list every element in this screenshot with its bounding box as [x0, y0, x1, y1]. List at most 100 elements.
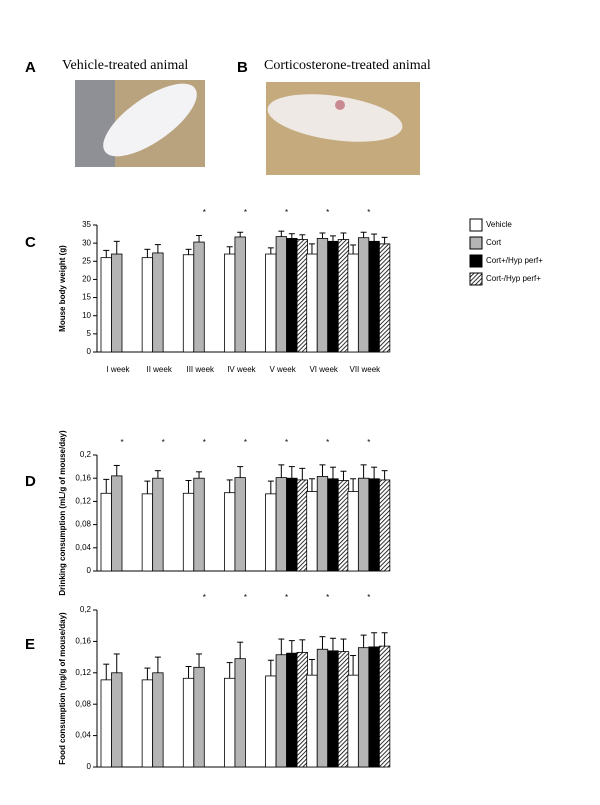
- bar: [316, 648, 329, 768]
- bar: [234, 658, 246, 768]
- significance-star: *: [244, 438, 247, 447]
- bar: [111, 253, 123, 353]
- panel-letter: B: [237, 59, 248, 76]
- bar: [306, 253, 318, 353]
- y-tick-label: 0,12: [75, 668, 91, 677]
- bar: [296, 479, 308, 572]
- legend-label: Cort: [486, 238, 502, 247]
- bar: [357, 477, 370, 572]
- significance-star: *: [326, 438, 329, 447]
- bar: [193, 666, 205, 768]
- bar: [182, 677, 195, 768]
- bar: [306, 491, 318, 572]
- significance-star: *: [367, 208, 370, 217]
- bar: [141, 493, 154, 572]
- legend-label: Cort+/Hyp perf+: [486, 256, 543, 265]
- bar: [316, 238, 329, 353]
- y-tick-label: 0,08: [75, 699, 91, 708]
- x-tick-label: VI week: [309, 365, 338, 374]
- bar: [275, 477, 287, 572]
- y-tick-label: 20: [82, 275, 91, 284]
- y-tick-label: 15: [82, 293, 91, 302]
- bar: [100, 257, 112, 353]
- significance-star: *: [367, 438, 370, 447]
- significance-star: *: [285, 208, 288, 217]
- bar: [141, 257, 154, 353]
- panel-letter: E: [25, 636, 35, 653]
- panel-letter: D: [25, 473, 36, 490]
- bar: [275, 654, 287, 768]
- bar: [141, 679, 154, 768]
- bar: [368, 646, 380, 768]
- significance-star: *: [203, 208, 206, 217]
- y-tick-label: 30: [82, 238, 91, 247]
- bar: [234, 477, 246, 572]
- bar: [368, 478, 380, 572]
- bar: [224, 492, 236, 572]
- y-axis-label: Drinking consumption (mL/g of mouse/day): [58, 430, 67, 596]
- y-tick-label: 5: [87, 329, 92, 338]
- bar: [378, 645, 391, 768]
- significance-star: *: [203, 438, 206, 447]
- bar: [111, 672, 123, 768]
- photo: [75, 80, 205, 167]
- bar: [378, 479, 391, 572]
- panel-letter: A: [25, 59, 36, 76]
- legend-swatch: [469, 236, 483, 250]
- bar: [368, 240, 380, 353]
- significance-star: *: [120, 438, 123, 447]
- legend-swatch: [469, 254, 483, 268]
- significance-star: *: [244, 593, 247, 602]
- bar: [182, 254, 195, 353]
- y-tick-label: 0,2: [80, 450, 92, 459]
- x-tick-label: III week: [186, 365, 215, 374]
- bar: [193, 477, 205, 572]
- bar: [327, 478, 339, 572]
- bar: [100, 492, 112, 572]
- bar: [357, 647, 370, 768]
- significance-star: *: [367, 593, 370, 602]
- x-tick-label: VII week: [350, 365, 382, 374]
- bar: [347, 491, 359, 572]
- y-tick-label: 0,04: [75, 731, 91, 740]
- bar: [378, 243, 391, 353]
- bar: [357, 237, 370, 353]
- y-tick-label: 0: [87, 762, 92, 771]
- bar: [347, 674, 359, 768]
- legend-label: Cort-/Hyp perf+: [486, 274, 541, 283]
- bar: [275, 236, 287, 353]
- y-tick-label: 10: [82, 311, 91, 320]
- bar: [327, 650, 339, 768]
- significance-star: *: [326, 593, 329, 602]
- bar: [224, 677, 236, 768]
- legend-label: Vehicle: [486, 220, 512, 229]
- bar: [286, 238, 298, 353]
- bar: [224, 253, 236, 353]
- bar: [327, 240, 339, 353]
- bar: [152, 252, 164, 353]
- bar: [193, 241, 205, 353]
- y-tick-label: 35: [82, 220, 91, 229]
- significance-star: *: [203, 593, 206, 602]
- significance-star: *: [285, 438, 288, 447]
- legend-swatch: [469, 272, 483, 286]
- significance-star: *: [162, 438, 165, 447]
- bar: [347, 253, 359, 353]
- bar: [296, 651, 308, 768]
- photo: [266, 82, 420, 175]
- y-tick-label: 0,2: [80, 605, 92, 614]
- bar: [152, 672, 164, 768]
- bar: [296, 239, 308, 353]
- bar: [111, 475, 123, 572]
- y-tick-label: 0,08: [75, 520, 91, 529]
- bar: [265, 253, 277, 353]
- photo-caption: Vehicle-treated animal: [62, 58, 188, 73]
- bar: [265, 675, 277, 768]
- panel-letter: C: [25, 234, 36, 251]
- y-tick-label: 0,16: [75, 473, 91, 482]
- significance-star: *: [285, 593, 288, 602]
- y-tick-label: 0: [87, 566, 92, 575]
- bar: [234, 236, 246, 353]
- photo-caption: Corticosterone-treated animal: [264, 58, 431, 73]
- y-tick-label: 0,04: [75, 543, 91, 552]
